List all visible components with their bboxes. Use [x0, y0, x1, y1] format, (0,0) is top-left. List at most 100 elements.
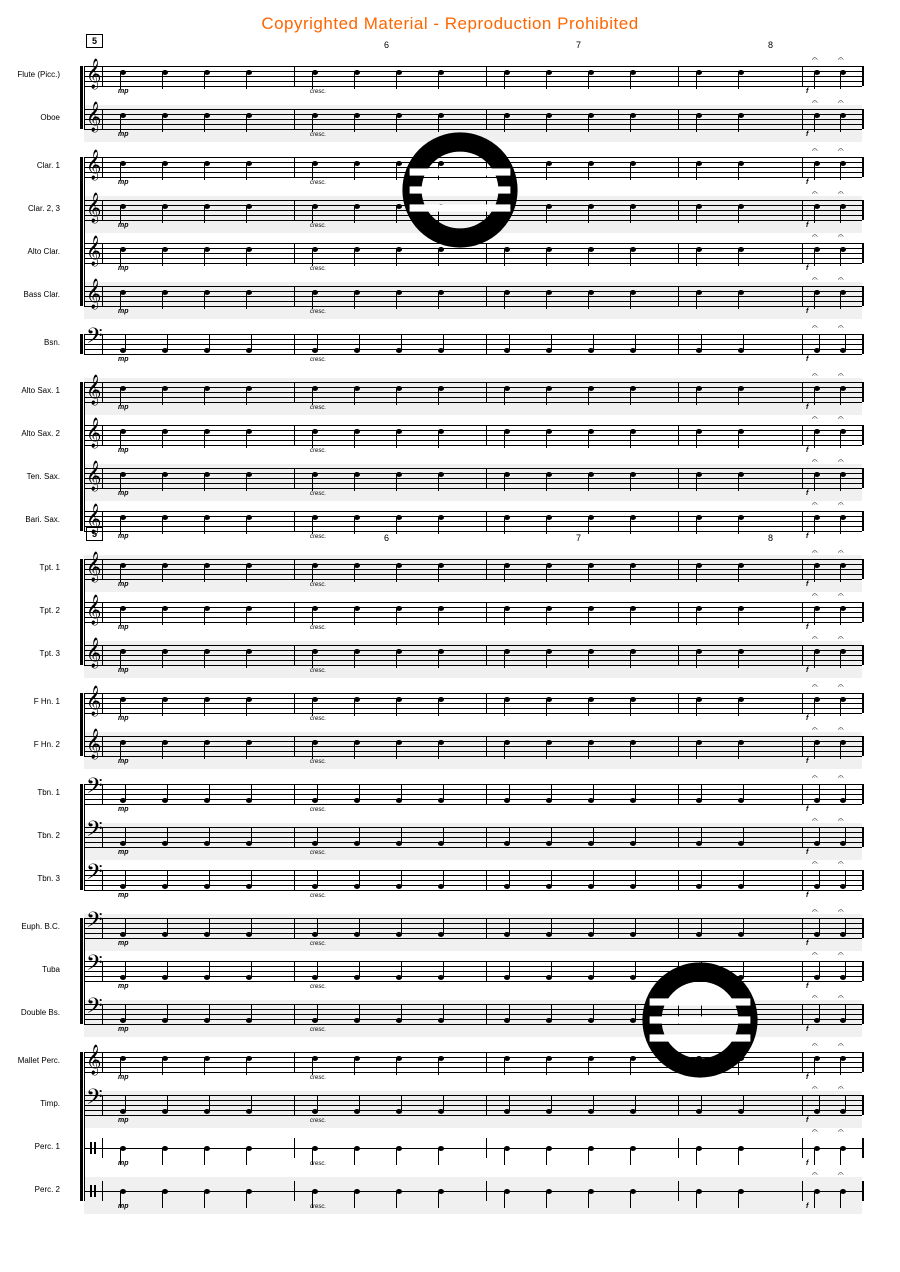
staff-row: Double Bs.𝄢𝄐𝄐mpcresc.f	[62, 996, 862, 1039]
fermata: 𝄐	[812, 1126, 818, 1137]
fermata: 𝄐	[812, 1040, 818, 1051]
dynamic-cresc: cresc.	[310, 1161, 326, 1167]
dynamic-cresc: cresc.	[310, 941, 326, 947]
dynamic-f: f	[806, 1160, 808, 1167]
dynamic-f: f	[806, 356, 808, 363]
dynamic-f: f	[806, 131, 808, 138]
dynamic-mp: mp	[118, 1203, 129, 1210]
instrument-label: F Hn. 1	[6, 697, 60, 706]
instrument-label: Tbn. 2	[6, 831, 60, 840]
rehearsal-mark: 5	[86, 527, 103, 541]
dynamic-mp: mp	[118, 758, 129, 765]
fermata: 𝄐	[812, 949, 818, 960]
staff: 𝄞𝄐𝄐	[62, 511, 862, 531]
dynamic-cresc: cresc.	[310, 266, 326, 272]
dynamic-f: f	[806, 849, 808, 856]
staff-row: F Hn. 1𝄞𝄐𝄐mpcresc.f	[62, 685, 862, 728]
staff: 𝄞𝄐𝄐	[62, 468, 862, 488]
staff-row: Tbn. 3𝄢𝄐𝄐mpcresc.f	[62, 862, 862, 905]
dynamic-f: f	[806, 1203, 808, 1210]
dynamic-mp: mp	[118, 1117, 129, 1124]
rehearsal-mark: 5	[86, 34, 103, 48]
fermata: 𝄐	[812, 724, 818, 735]
instrument-label: Bass Clar.	[6, 290, 60, 299]
dynamic-cresc: cresc.	[310, 668, 326, 674]
group-bracket	[80, 559, 83, 665]
fermata: 𝄐	[812, 188, 818, 199]
staff-row: Perc. 1𝄐𝄐mpcresc.f	[62, 1130, 862, 1173]
dynamic-f: f	[806, 581, 808, 588]
dynamic-mp: mp	[118, 581, 129, 588]
dynamic-f: f	[806, 88, 808, 95]
staff-row: F Hn. 2𝄞𝄐𝄐mpcresc.f	[62, 728, 862, 771]
group-bracket	[80, 918, 83, 1024]
treble-clef: 𝄞	[86, 197, 101, 217]
measure-number: 6	[384, 40, 389, 50]
fermata: 𝄐	[812, 413, 818, 424]
dynamic-mp: mp	[118, 179, 129, 186]
treble-clef: 𝄞	[86, 63, 101, 83]
treble-clef: 𝄞	[86, 1049, 101, 1069]
group-bracket	[80, 157, 83, 306]
staff-row: Ten. Sax.𝄞𝄐𝄐mpcresc.f	[62, 460, 862, 503]
fermata: 𝄐	[838, 97, 844, 108]
staff: 𝄞𝄐𝄐	[62, 602, 862, 622]
fermata: 𝄐	[838, 724, 844, 735]
dynamic-mp: mp	[118, 849, 129, 856]
dynamic-mp: mp	[118, 624, 129, 631]
fermata: 𝄐	[812, 97, 818, 108]
dynamic-cresc: cresc.	[310, 491, 326, 497]
group-bracket	[80, 693, 83, 756]
dynamic-cresc: cresc.	[310, 582, 326, 588]
fermata: 𝄐	[838, 145, 844, 156]
dynamic-mp: mp	[118, 404, 129, 411]
group-bracket	[80, 334, 83, 354]
fermata: 𝄐	[838, 815, 844, 826]
fermata: 𝄐	[812, 633, 818, 644]
instrument-label: Perc. 2	[6, 1185, 60, 1194]
staff: 𝄞𝄐𝄐	[62, 1052, 862, 1072]
fermata: 𝄐	[812, 681, 818, 692]
staff-row: Tpt. 1𝄞𝄐𝄐mpcresc.f5678	[62, 551, 862, 594]
dynamic-mp: mp	[118, 667, 129, 674]
dynamic-cresc: cresc.	[310, 132, 326, 138]
dynamic-cresc: cresc.	[310, 1075, 326, 1081]
staff: 𝄞𝄐𝄐	[62, 736, 862, 756]
dynamic-f: f	[806, 222, 808, 229]
dynamic-f: f	[806, 404, 808, 411]
staff: 𝄞𝄐𝄐	[62, 286, 862, 306]
staff-row: Timp.𝄢𝄐𝄐mpcresc.f	[62, 1087, 862, 1130]
instrument-label: Tpt. 3	[6, 649, 60, 658]
dynamic-mp: mp	[118, 983, 129, 990]
staff: 𝄢𝄐𝄐	[62, 870, 862, 890]
instrument-label: F Hn. 2	[6, 740, 60, 749]
fermata: 𝄐	[838, 188, 844, 199]
dynamic-mp: mp	[118, 356, 129, 363]
measure-number: 8	[768, 533, 773, 543]
dynamic-f: f	[806, 265, 808, 272]
dynamic-f: f	[806, 308, 808, 315]
instrument-label: Tuba	[6, 965, 60, 974]
instrument-label: Ten. Sax.	[6, 472, 60, 481]
group-bracket	[80, 784, 83, 890]
fermata: 𝄐	[838, 322, 844, 333]
group-bracket	[80, 66, 83, 129]
staff-row: Tbn. 2𝄢𝄐𝄐mpcresc.f	[62, 819, 862, 862]
staff: 𝄞𝄐𝄐	[62, 693, 862, 713]
fermata: 𝄐	[838, 906, 844, 917]
fermata: 𝄐	[812, 772, 818, 783]
dynamic-f: f	[806, 533, 808, 540]
fermata: 𝄐	[838, 681, 844, 692]
dynamic-cresc: cresc.	[310, 405, 326, 411]
instrument-label: Clar. 2, 3	[6, 204, 60, 213]
fermata: 𝄐	[812, 274, 818, 285]
fermata: 𝄐	[838, 1040, 844, 1051]
instrument-label: Oboe	[6, 113, 60, 122]
treble-clef: 𝄞	[86, 240, 101, 260]
fermata: 𝄐	[838, 1169, 844, 1180]
group-bracket	[80, 1052, 83, 1201]
treble-clef: 𝄞	[86, 599, 101, 619]
fermata: 𝄐	[838, 772, 844, 783]
instrument-label: Tpt. 2	[6, 606, 60, 615]
fermata: 𝄐	[838, 858, 844, 869]
